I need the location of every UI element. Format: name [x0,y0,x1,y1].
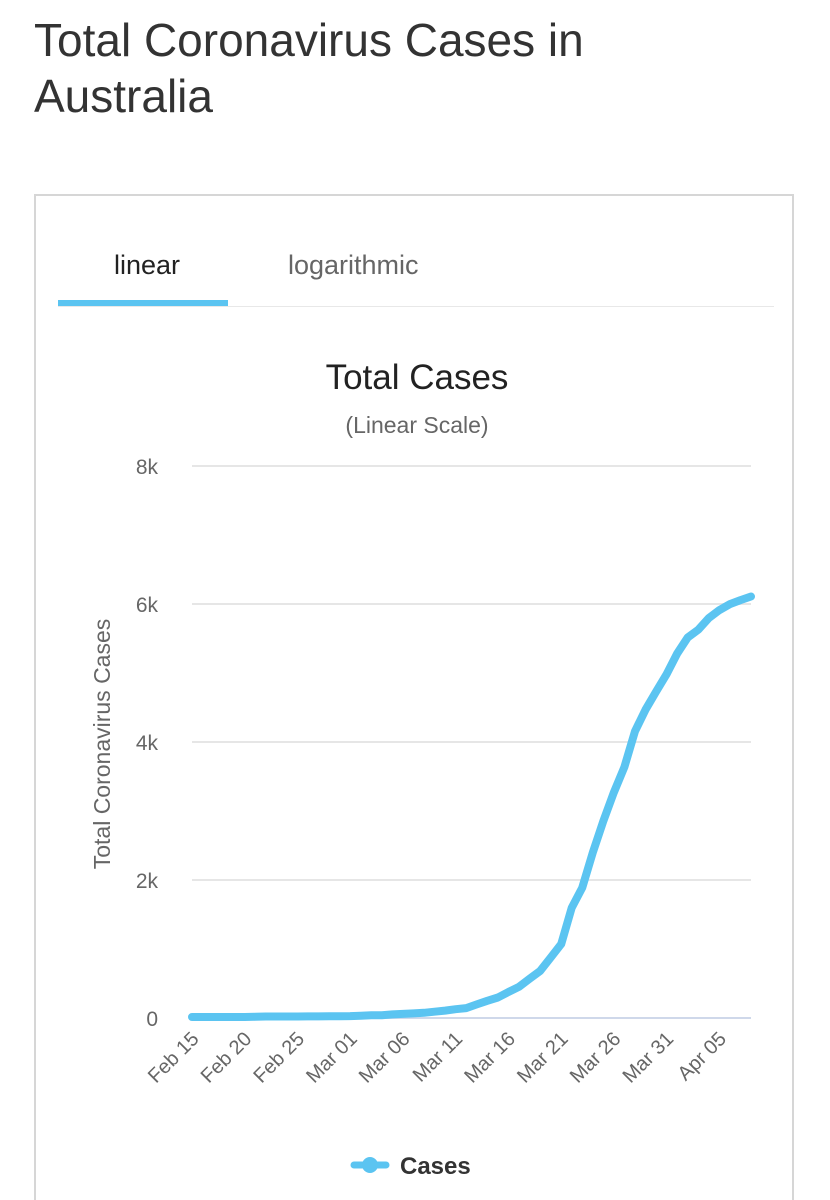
data-point[interactable] [474,1002,479,1007]
active-tab-indicator [58,300,228,306]
y-tick-label: 6k [136,594,159,617]
data-point[interactable] [316,1014,321,1019]
data-point[interactable] [643,707,648,712]
data-point[interactable] [664,672,669,677]
data-point[interactable] [369,1013,374,1018]
tab-linear[interactable]: linear [114,250,181,280]
data-point[interactable] [654,689,659,694]
y-tick-label: 8k [136,456,159,479]
gridlines [192,465,751,1019]
data-point[interactable] [548,955,553,960]
data-point[interactable] [675,651,680,656]
y-tick-label: 2k [136,870,159,893]
x-tick-label: Feb 15 [144,1028,204,1088]
data-point[interactable] [685,635,690,640]
data-point[interactable] [611,790,616,795]
data-point[interactable] [379,1013,384,1018]
series-line-cases[interactable] [188,592,755,1021]
y-tick-label: 0 [146,1008,158,1031]
data-point[interactable] [495,995,500,1000]
data-point[interactable] [295,1014,300,1019]
data-point[interactable] [464,1006,469,1011]
data-point[interactable] [527,976,532,981]
data-point[interactable] [601,819,606,824]
y-axis-ticks: 0 2k 4k 6k 8k [136,456,159,1031]
data-point[interactable] [432,1009,437,1014]
data-point[interactable] [622,765,627,770]
data-point[interactable] [200,1014,205,1019]
data-point[interactable] [306,1014,311,1019]
chart-card: linear logarithmic Total Cases (Linear S… [34,194,794,1200]
data-point[interactable] [411,1011,416,1016]
data-point[interactable] [569,905,574,910]
data-point[interactable] [284,1014,289,1019]
legend[interactable]: Cases [350,1153,471,1180]
data-point[interactable] [516,984,521,989]
data-point[interactable] [632,729,637,734]
data-point[interactable] [400,1011,405,1016]
series-cases [188,592,755,1021]
x-tick-label: Mar 06 [355,1028,415,1088]
data-point[interactable] [253,1014,258,1019]
tab-logarithmic[interactable]: logarithmic [288,250,419,280]
x-tick-label: Mar 16 [460,1028,520,1088]
legend-label-cases: Cases [400,1153,471,1180]
data-point[interactable] [263,1014,268,1019]
x-tick-label: Apr 05 [674,1028,731,1085]
data-point[interactable] [559,942,564,947]
data-point[interactable] [696,627,701,632]
data-point[interactable] [749,594,753,599]
x-tick-label: Mar 21 [513,1028,573,1088]
scale-tabs: linear logarithmic [58,236,774,307]
page-title: Total Coronavirus Cases in Australia [34,14,584,122]
data-point[interactable] [727,602,732,607]
data-point[interactable] [422,1010,427,1015]
line-chart: Total Cases (Linear Scale) Total Coronav… [89,358,755,1180]
legend-dot-marker [362,1157,378,1173]
y-tick-label: 4k [136,732,159,755]
y-axis-label: Total Coronavirus Cases [89,619,115,870]
chart-subtitle: (Linear Scale) [345,412,488,438]
data-point[interactable] [580,885,585,890]
x-tick-label: Mar 31 [619,1028,679,1088]
data-point[interactable] [538,969,543,974]
data-point[interactable] [221,1014,226,1019]
data-point[interactable] [443,1008,448,1013]
data-point[interactable] [274,1014,279,1019]
data-point[interactable] [337,1014,342,1019]
data-point[interactable] [706,616,711,621]
data-point[interactable] [506,989,511,994]
chart-title: Total Cases [326,358,509,397]
data-point[interactable] [738,598,743,603]
data-point[interactable] [358,1013,363,1018]
data-point[interactable] [348,1014,353,1019]
x-tick-label: Mar 11 [409,1028,468,1087]
data-point[interactable] [717,608,722,613]
data-point[interactable] [242,1014,247,1019]
data-point[interactable] [190,1014,194,1019]
data-point[interactable] [453,1007,458,1012]
x-tick-label: Feb 25 [249,1028,309,1088]
x-tick-label: Mar 26 [566,1028,626,1088]
data-point[interactable] [327,1014,332,1019]
x-tick-label: Feb 20 [197,1028,257,1088]
data-point[interactable] [232,1014,237,1019]
data-point[interactable] [211,1014,216,1019]
x-tick-label: Mar 01 [302,1028,362,1088]
data-point[interactable] [485,998,490,1003]
data-point[interactable] [390,1012,395,1017]
data-point[interactable] [590,850,595,855]
